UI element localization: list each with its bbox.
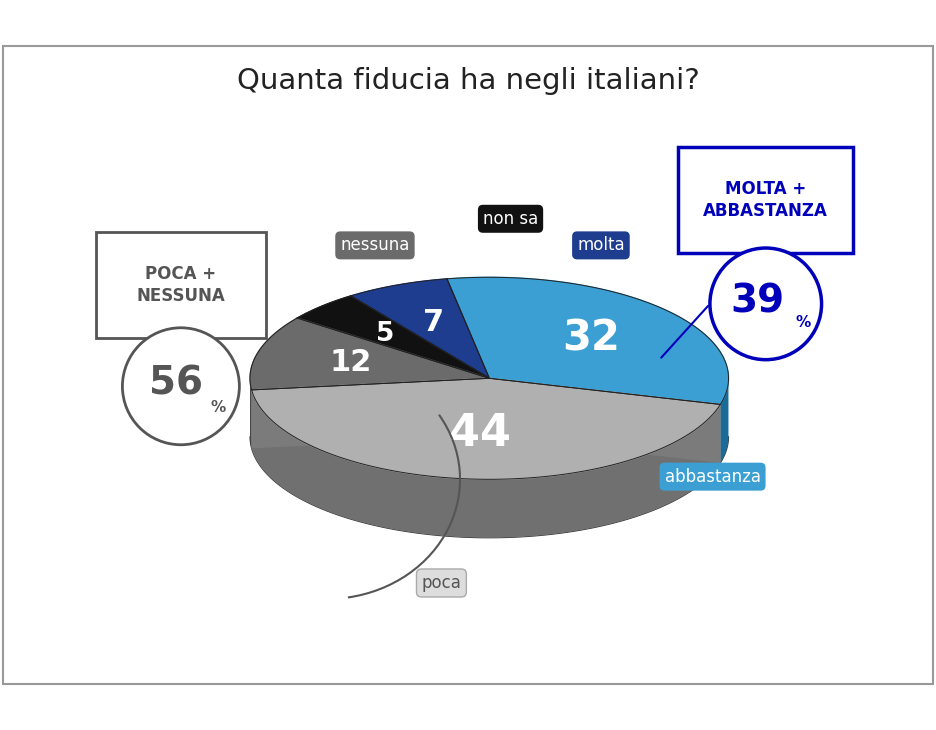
Polygon shape [298, 296, 490, 378]
FancyBboxPatch shape [95, 232, 266, 339]
Text: Quanta fiducia ha negli italiani?: Quanta fiducia ha negli italiani? [237, 67, 699, 95]
Text: 39: 39 [731, 283, 784, 320]
Polygon shape [252, 378, 490, 448]
Polygon shape [490, 378, 721, 463]
Circle shape [709, 248, 822, 360]
Text: MOLTA +
ABBASTANZA: MOLTA + ABBASTANZA [703, 180, 828, 220]
Text: poca: poca [421, 574, 461, 592]
Polygon shape [250, 380, 252, 448]
Text: molta: molta [578, 237, 624, 254]
Polygon shape [351, 279, 490, 378]
Polygon shape [721, 380, 728, 463]
Polygon shape [250, 318, 490, 390]
Text: 5: 5 [376, 320, 395, 347]
Text: POCA +
NESSUNA: POCA + NESSUNA [137, 265, 226, 305]
Polygon shape [252, 378, 721, 480]
Text: non sa: non sa [483, 210, 538, 228]
FancyBboxPatch shape [3, 46, 933, 684]
Text: 7: 7 [423, 308, 445, 337]
Text: %: % [211, 400, 226, 415]
Text: 56: 56 [149, 364, 202, 403]
Polygon shape [252, 390, 721, 538]
Polygon shape [446, 277, 728, 404]
Text: nessuna: nessuna [341, 237, 410, 254]
Text: %: % [796, 315, 811, 330]
Text: 12: 12 [329, 348, 372, 377]
Circle shape [123, 328, 240, 445]
Text: abbastanza: abbastanza [665, 468, 761, 485]
Polygon shape [252, 378, 490, 448]
FancyBboxPatch shape [678, 147, 854, 253]
Text: 44: 44 [448, 412, 511, 456]
Polygon shape [490, 378, 721, 463]
Text: 32: 32 [563, 318, 621, 360]
